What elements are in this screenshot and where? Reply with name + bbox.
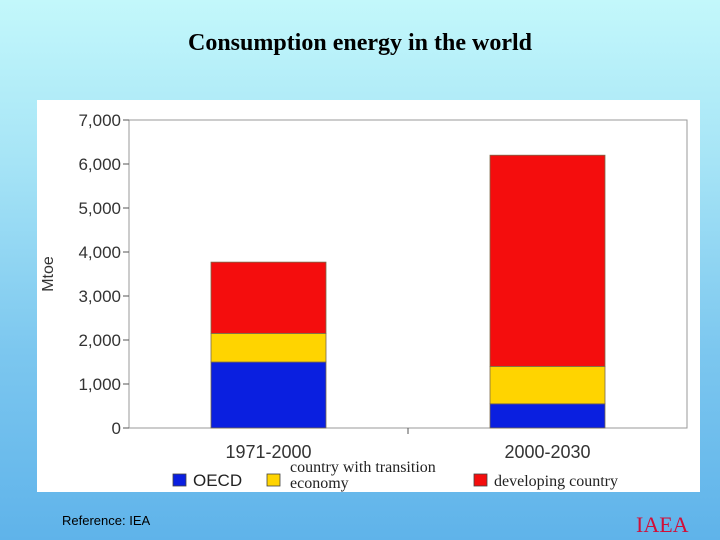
x-tick-label: 1971-2000 [225,442,311,462]
y-tick-label: 6,000 [78,155,121,174]
legend-label-line: economy [290,475,349,492]
bar-segment [210,332,327,363]
bar-segment [489,154,606,367]
y-tick-label: 4,000 [78,243,121,262]
legend-label: developing country [494,473,618,490]
stacked-bar-chart: 0 1,000 2,000 3,000 4,000 5,000 6,000 7,000 Mtoe… [40,111,688,492]
y-tick-label: 5,000 [78,199,121,218]
bar-segment [489,403,606,429]
legend-label-line: country with transition [290,459,436,476]
y-tick-label: 7,000 [78,111,121,130]
legend-swatch [172,473,187,487]
legend-swatch [266,473,281,487]
legend-swatch [473,473,488,487]
bar-segment [210,361,327,429]
reference-note: Reference: IEA [62,513,151,528]
y-tick-label: 2,000 [78,331,121,350]
bar-segment [210,261,327,334]
brand-logo-text: IAEA [636,512,689,537]
chart-panel: 0 1,000 2,000 3,000 4,000 5,000 6,000 7,000 Mtoe… [37,100,700,492]
y-tick-label: 0 [112,419,121,438]
y-tick-label: 3,000 [78,287,121,306]
slide-title: Consumption energy in the world [187,30,533,56]
y-axis-label: Mtoe [40,256,57,292]
x-tick-label: 2000-2030 [504,442,590,462]
y-tick-label: 1,000 [78,375,121,394]
legend-label: OECD [193,471,242,490]
bar-segment [489,365,606,405]
